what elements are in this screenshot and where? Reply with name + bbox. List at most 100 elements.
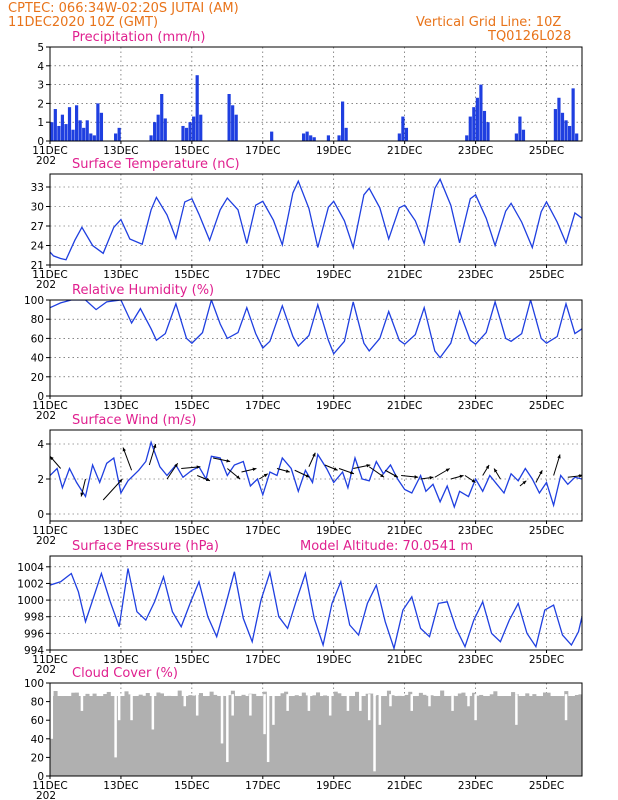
cloud-cover-dip: [226, 694, 229, 763]
cloud-cover-column: [528, 696, 533, 699]
y-tick-label: 60: [31, 333, 44, 345]
cloud-cover-column: [53, 690, 58, 699]
y-tick-label: 40: [31, 353, 44, 365]
cloud-cover-panel: 0 20 40 60 80 100 11DEC 13DEC 15DEC 17DEC 19DEC 21D…: [24, 666, 583, 800]
cloud-cover-column: [213, 694, 218, 699]
cloud-cover-dip: [266, 694, 270, 763]
precip-bar: [557, 97, 561, 141]
cloud-cover-dip: [50, 694, 54, 739]
cloud-cover-column: [188, 695, 193, 699]
precip-bar: [192, 116, 196, 141]
cloud-cover-column: [574, 694, 579, 699]
cloud-cover-plot: [50, 690, 582, 776]
precip-bar: [553, 109, 557, 141]
cloud-cover-dip: [410, 694, 414, 711]
precip-bar: [89, 133, 93, 141]
cloud-cover-column: [181, 696, 186, 699]
wind-vector-arrow: [578, 474, 582, 476]
cloud-cover-column: [461, 692, 466, 699]
pressure-series-line: [50, 568, 582, 650]
x-tick-label: 21DEC: [387, 525, 422, 537]
precip-bar: [326, 135, 331, 141]
pressure-panel: 994 996 998 1000 1002 1004 11DEC 13DEC 15DEC 17DE…: [17, 539, 583, 676]
cloud-cover-dip: [114, 694, 117, 758]
precip-bar: [57, 125, 61, 141]
precipitation-plot: [50, 75, 579, 141]
wind-vector-arrow: [368, 466, 385, 478]
precip-bar: [184, 127, 189, 141]
wind-vector-arrow: [148, 443, 157, 466]
cloud-cover-column: [553, 696, 558, 699]
station-header: CPTEC: 066:34W-02:20S JUTAI (AM): [8, 1, 239, 16]
x-tick-label: 25DEC: [529, 145, 564, 157]
x-tick-label: 17DEC: [245, 525, 280, 537]
y-tick-label: 100: [24, 295, 44, 307]
wind-vector-arrow: [276, 468, 290, 473]
precip-bar: [53, 109, 57, 141]
cloud-cover-column: [124, 691, 129, 699]
cloud-cover-column: [578, 694, 582, 699]
cloud-cover-dip: [183, 694, 187, 707]
cloud-cover-column: [319, 696, 324, 699]
wind-vector-arrow: [482, 464, 490, 476]
wind-vector-arrow: [353, 464, 371, 469]
temperature-panel: 21 24 27 30 33 11DEC 13DEC 15DEC 17DEC 19DEC 21DEC…: [31, 157, 583, 291]
wind-vector-arrow: [294, 469, 310, 478]
cloud-cover-column: [209, 691, 214, 699]
x-tick-label: 25DEC: [529, 269, 564, 281]
temperature-title: Surface Temperature (nC): [72, 157, 240, 172]
wind-vector-arrow: [227, 468, 241, 480]
y-tick-label: 0: [37, 136, 44, 148]
precip-bar: [60, 114, 65, 141]
wind-vector-arrow: [122, 447, 133, 471]
precipitation-frame: [49, 46, 583, 142]
cloud-cover-column: [135, 696, 140, 699]
cloud-cover-column: [103, 694, 108, 699]
x-tick-label: 21DEC: [387, 654, 422, 666]
precip-bar: [50, 122, 54, 141]
wind-vector-arrow: [401, 475, 419, 479]
y-tick-label: 40: [31, 734, 44, 746]
precip-bar: [78, 120, 82, 141]
y-tick-label: 80: [31, 697, 44, 709]
cloud-cover-column: [89, 696, 94, 699]
cloud-cover-dip: [515, 694, 518, 725]
y-tick-label: 3: [37, 80, 44, 92]
x-tick-label: 21DEC: [387, 780, 422, 792]
x-tick-label: 25DEC: [529, 400, 564, 412]
cloud-cover-column: [429, 695, 434, 699]
cloud-cover-column: [149, 698, 154, 699]
humidity-panel: 0 20 40 60 80 100 11DEC 13DEC 15DEC 17DEC 19DEC 21D…: [24, 283, 583, 422]
temperature-series-line: [50, 177, 582, 261]
precip-bar: [92, 135, 96, 141]
precip-bar: [270, 131, 274, 141]
x-tick-label: 17DEC: [245, 654, 280, 666]
cloud-cover-column: [390, 695, 395, 699]
cloud-cover-title: Cloud Cover (%): [72, 666, 178, 681]
x-tick-label: 11DEC: [32, 145, 67, 157]
humidity-title: Relative Humidity (%): [72, 283, 214, 298]
cloud-cover-column: [493, 691, 498, 699]
cloud-cover-column: [386, 690, 391, 699]
precip-bar: [153, 122, 157, 141]
wind-series-line: [50, 440, 582, 510]
precip-bar: [114, 133, 118, 141]
x-tick-label: 23DEC: [458, 654, 493, 666]
precip-bar: [564, 120, 568, 141]
precip-bar: [99, 112, 104, 141]
x-tick-label: 23DEC: [458, 525, 493, 537]
x-year-label-partial: 202: [36, 535, 56, 547]
cloud-cover-column: [323, 695, 328, 699]
wind-vector-arrow: [196, 475, 211, 482]
cloud-cover-column: [64, 696, 69, 699]
y-tick-label: 1004: [17, 562, 44, 574]
wind-vector-arrow: [553, 454, 561, 476]
x-year-label-partial: 202: [36, 790, 56, 800]
cloud-cover-column: [535, 697, 540, 699]
run-datetime: 11DEC2020 10Z (GMT): [8, 15, 158, 30]
cloud-cover-frame: [49, 682, 583, 777]
cloud-cover-dip: [451, 694, 454, 711]
vertical-grid-note: Vertical Grid Line: 10Z: [416, 15, 561, 30]
cloud-cover-column: [60, 697, 65, 699]
